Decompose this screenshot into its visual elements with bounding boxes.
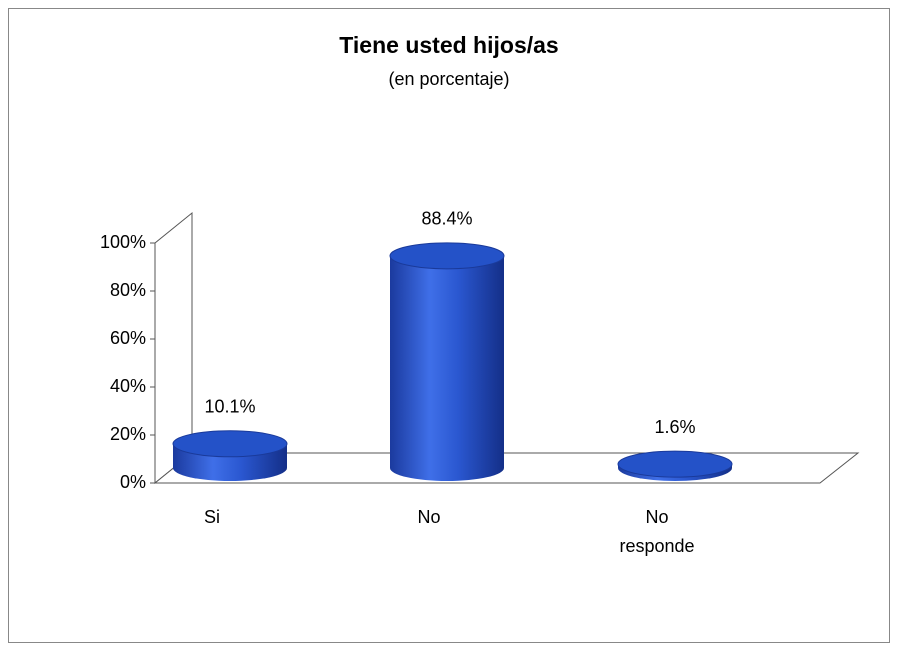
cylinder-top [389, 242, 505, 270]
x-tick-label: No responde [619, 507, 695, 556]
y-tick-label: 100% [100, 232, 146, 252]
y-tick-label: 80% [110, 280, 146, 300]
x-tick-label: No [417, 507, 441, 527]
x-tick-label: Si [203, 507, 220, 527]
y-tick-label: 20% [110, 424, 146, 444]
cylinder-top [172, 430, 288, 458]
cylinder-top [617, 450, 733, 478]
chart-subtitle: (en porcentaje) [388, 69, 509, 89]
value-label: 1.6% [654, 417, 695, 437]
y-tick-label: 60% [110, 328, 146, 348]
value-label: 10.1% [204, 397, 255, 417]
chart-title: Tiene usted hijos/as [339, 32, 558, 58]
y-tick-label: 0% [120, 472, 146, 492]
cylinder [390, 255, 504, 481]
value-label: 88.4% [421, 209, 472, 229]
y-tick-label: 40% [110, 376, 146, 396]
